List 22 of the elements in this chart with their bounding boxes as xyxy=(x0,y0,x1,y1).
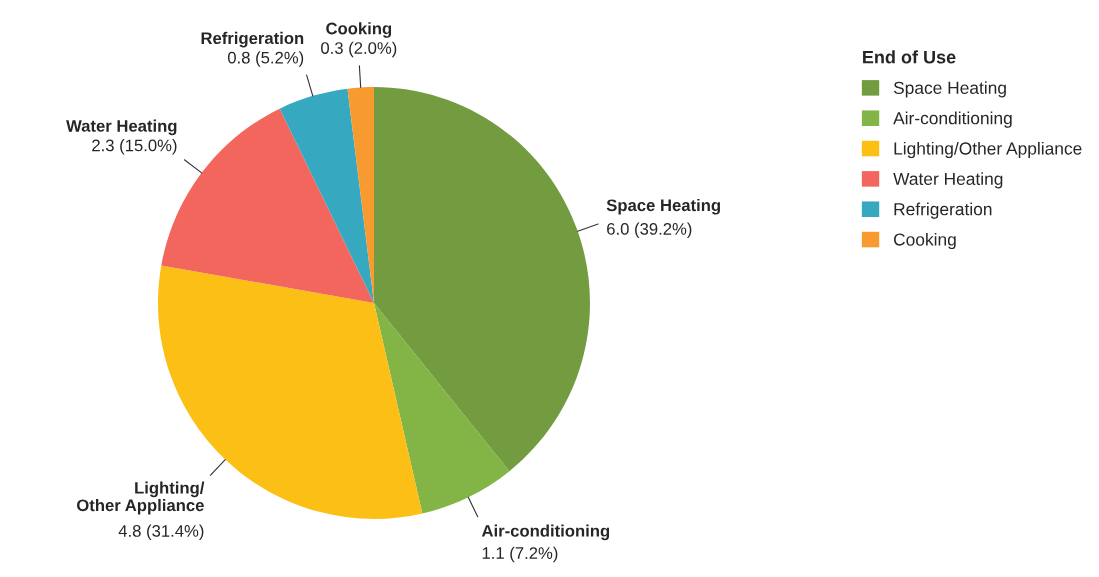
slice-label: Refrigeration xyxy=(201,31,304,48)
slice-label: Cooking xyxy=(326,22,392,38)
data-label: 6.0 (39.2%) xyxy=(607,222,692,239)
data-label: 2.3 (15.0%) xyxy=(92,139,177,155)
slice-label: Water Heating xyxy=(66,119,177,136)
data-label: 1.1 (7.2%) xyxy=(482,546,558,563)
legend-label: Space Heating xyxy=(893,81,1006,98)
slice-label: Space Heating xyxy=(606,198,720,215)
pie-slice xyxy=(374,303,510,514)
legend-label: Water Heating xyxy=(893,172,1003,189)
pie-slice xyxy=(279,88,374,303)
slice-label: Air-conditioning xyxy=(481,524,610,541)
legend-label: Cooking xyxy=(893,232,956,250)
legend-label: Air-conditioning xyxy=(893,111,1012,128)
data-label: 4.8 (31.4%) xyxy=(118,524,204,541)
data-label: 0.3 (2.0%) xyxy=(321,41,397,58)
legend-label: Refrigeration xyxy=(894,202,992,219)
data-label: 0.8 (5.2%) xyxy=(227,51,304,67)
legend-title: End of Use xyxy=(863,50,956,64)
legend-label: Lighting/Other Appliance xyxy=(894,141,1082,159)
pie-slice xyxy=(374,87,590,472)
slice-label: Lighting/Other Appliance xyxy=(77,481,205,515)
